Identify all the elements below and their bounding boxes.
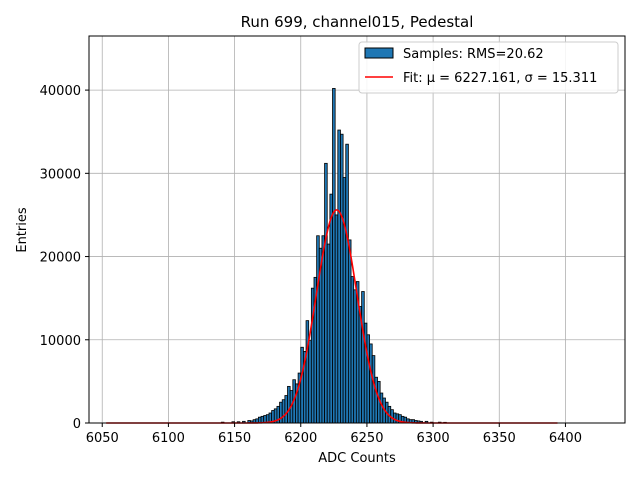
legend-box bbox=[358, 41, 619, 94]
y-tick-label: 40000 bbox=[40, 84, 81, 99]
plot-frame bbox=[88, 35, 626, 424]
histogram-bars bbox=[220, 88, 447, 424]
chart-title: Run 699, channel015, Pedestal bbox=[241, 13, 474, 31]
x-tick-label: 6050 bbox=[86, 431, 119, 446]
x-tick-label: 6350 bbox=[483, 431, 516, 446]
x-tick-label: 6200 bbox=[284, 431, 317, 446]
x-tick-label: 6150 bbox=[218, 431, 251, 446]
y-tick-label: 30000 bbox=[40, 167, 81, 182]
x-tick-label: 6300 bbox=[417, 431, 450, 446]
x-axis-label: ADC Counts bbox=[318, 451, 396, 466]
x-tick-label: 6400 bbox=[549, 431, 582, 446]
legend-samples-label: Samples: RMS=20.62 bbox=[403, 47, 544, 62]
legend: Samples: RMS=20.62 Fit: μ = 6227.161, σ … bbox=[358, 41, 619, 94]
y-axis-label: Entries bbox=[15, 207, 30, 253]
legend-fit-label: Fit: μ = 6227.161, σ = 15.311 bbox=[403, 71, 597, 86]
axis-ticks: 6050 6100 6150 6200 6250 6300 6350 6400 0 10000 20… bbox=[40, 84, 582, 446]
y-tick-label: 20000 bbox=[40, 251, 81, 266]
y-tick-label: 0 bbox=[73, 417, 81, 432]
legend-samples-swatch bbox=[364, 47, 394, 59]
y-tick-label: 10000 bbox=[40, 334, 81, 349]
x-tick-label: 6100 bbox=[152, 431, 185, 446]
x-tick-label: 6250 bbox=[350, 431, 383, 446]
